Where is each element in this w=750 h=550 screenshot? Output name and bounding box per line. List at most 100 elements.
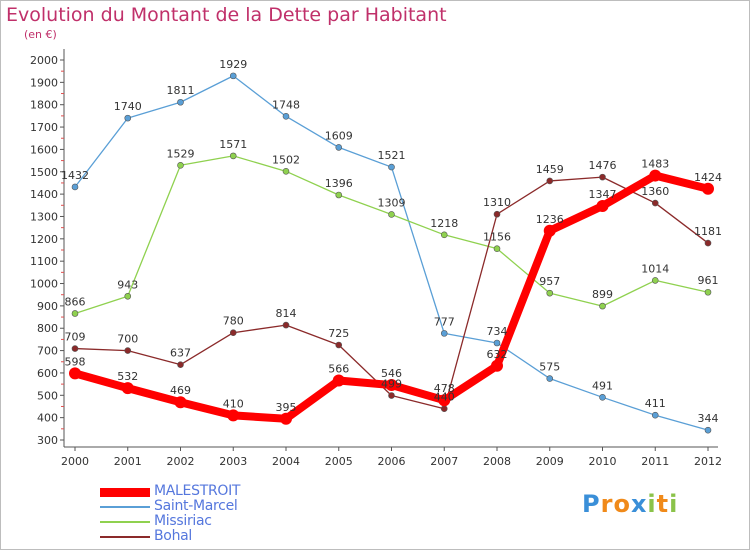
data-label: 1360 — [641, 185, 669, 198]
y-tick-label: 900 — [37, 300, 58, 313]
y-tick-label: 600 — [37, 367, 58, 380]
data-point — [71, 183, 79, 191]
y-tick-label: 1700 — [30, 121, 58, 134]
x-tick-label: 2009 — [536, 455, 564, 468]
data-point — [229, 72, 237, 80]
data-label: 411 — [645, 397, 666, 410]
data-label: 1218 — [430, 217, 458, 230]
data-label: 632 — [487, 348, 508, 361]
legend-label: Saint-Marcel — [154, 498, 238, 514]
data-point — [124, 292, 132, 300]
data-point — [335, 341, 343, 349]
data-label: 943 — [117, 278, 138, 291]
legend-swatch — [100, 521, 150, 523]
data-point — [177, 98, 184, 106]
data-label: 491 — [592, 379, 613, 392]
data-point — [335, 191, 343, 199]
y-tick-label: 1900 — [30, 76, 58, 89]
logo-letter: r — [600, 490, 614, 518]
data-label: 1483 — [641, 158, 669, 171]
data-point — [702, 182, 714, 195]
data-label: 395 — [276, 401, 297, 414]
chart-title: Evolution du Montant de la Dette par Hab… — [6, 4, 447, 26]
legend-label: MALESTROIT — [154, 483, 241, 499]
data-point — [493, 339, 501, 347]
data-point — [385, 379, 398, 392]
data-label: 1347 — [589, 188, 617, 201]
data-label: 777 — [434, 315, 455, 328]
data-label: 1476 — [589, 159, 617, 172]
data-point — [124, 114, 132, 122]
data-point — [282, 168, 290, 175]
data-label: 1156 — [483, 231, 511, 244]
data-point — [229, 329, 237, 337]
data-point — [282, 113, 290, 120]
data-point — [174, 396, 187, 409]
y-tick-label: 800 — [37, 322, 58, 335]
data-label: 1396 — [325, 177, 353, 190]
x-tick-label: 2002 — [167, 455, 195, 468]
data-label: 1740 — [114, 100, 142, 113]
legend-label: Bohal — [154, 528, 193, 544]
data-label: 1609 — [325, 129, 353, 142]
y-tick-label: 1600 — [30, 143, 58, 156]
data-label: 1502 — [272, 153, 300, 166]
y-tick-label: 1500 — [30, 166, 58, 179]
y-tick-label: 300 — [37, 434, 58, 447]
data-point — [599, 302, 606, 310]
logo-letter: i — [647, 490, 657, 518]
legend-swatch — [100, 487, 150, 497]
data-label: 598 — [65, 355, 86, 368]
data-label: 814 — [276, 307, 297, 320]
logo-letter: i — [669, 490, 679, 518]
data-label: 1529 — [167, 147, 195, 160]
x-tick-label: 2012 — [694, 455, 722, 468]
data-point — [229, 152, 237, 160]
data-point — [491, 359, 503, 372]
data-point — [124, 347, 132, 354]
y-tick-label: 1300 — [30, 210, 58, 223]
data-point — [388, 211, 395, 218]
logo-letter: P — [582, 490, 601, 518]
x-tick-label: 2001 — [114, 455, 142, 468]
x-tick-label: 2007 — [430, 455, 458, 468]
data-label: 469 — [170, 384, 191, 397]
data-label: 637 — [170, 347, 191, 360]
data-point — [493, 210, 501, 218]
y-tick-label: 700 — [37, 345, 58, 358]
data-label: 1236 — [536, 213, 564, 226]
data-label: 546 — [381, 367, 402, 380]
x-tick-label: 2010 — [589, 455, 617, 468]
data-point — [282, 321, 290, 329]
data-label: 1811 — [167, 84, 195, 97]
proxiti-logo: Proxiti — [582, 490, 678, 518]
data-point — [438, 394, 451, 407]
data-point — [177, 361, 184, 368]
data-label: 1571 — [219, 138, 247, 151]
data-label: 957 — [539, 275, 560, 288]
y-tick-label: 1100 — [30, 255, 58, 268]
data-label: 1309 — [378, 196, 406, 209]
data-label: 440 — [434, 391, 455, 404]
data-label: 1521 — [378, 149, 406, 162]
data-point — [388, 163, 395, 171]
logo-letter: o — [613, 490, 631, 518]
data-point — [651, 277, 659, 284]
data-point — [332, 374, 345, 387]
data-label: 725 — [328, 327, 349, 340]
x-tick-label: 2005 — [325, 455, 353, 468]
data-label: 1424 — [694, 171, 722, 184]
data-point — [651, 411, 659, 419]
x-tick-label: 2004 — [272, 455, 300, 468]
y-tick-label: 1800 — [30, 99, 58, 112]
data-label: 478 — [434, 382, 455, 395]
data-point — [69, 367, 81, 380]
data-label: 734 — [487, 325, 508, 338]
series-line-missiriac — [74, 155, 709, 315]
data-point — [177, 161, 184, 169]
y-tick-label: 1200 — [30, 233, 58, 246]
data-point — [440, 330, 448, 337]
data-point — [546, 375, 554, 382]
